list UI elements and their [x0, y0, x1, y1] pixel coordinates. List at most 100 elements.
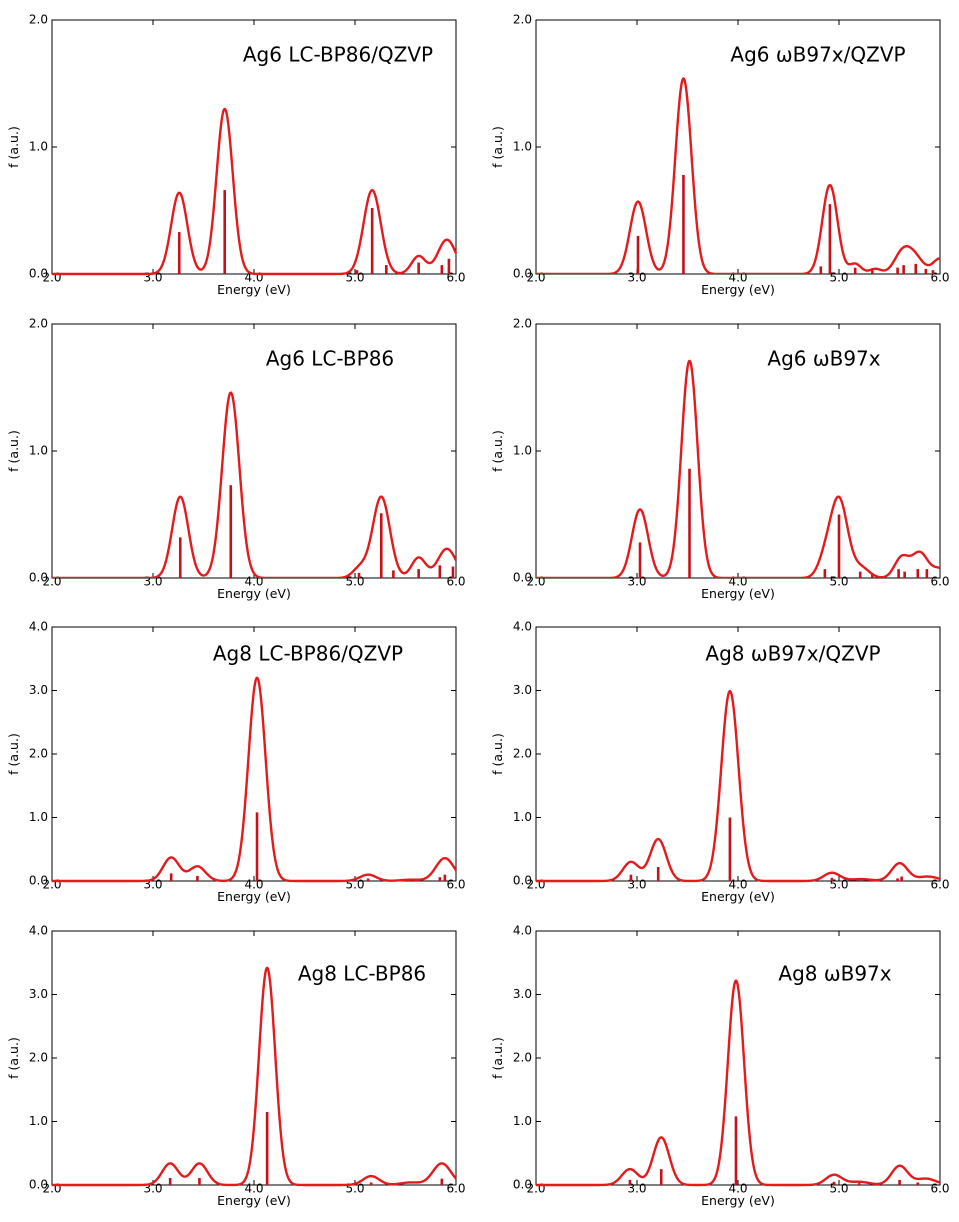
y-axis-label: f (a.u.): [6, 430, 21, 472]
y-axis-label: f (a.u.): [6, 733, 21, 775]
x-tick-label: 5.0: [345, 271, 364, 285]
y-tick-label: 0.0: [513, 267, 532, 281]
y-tick-label: 0.0: [29, 874, 48, 888]
x-axis-label: Energy (eV): [217, 586, 291, 601]
panel-title: Ag6 LC-BP86: [266, 347, 394, 371]
panel-title: Ag6 ωB97x/QZVP: [730, 43, 905, 67]
stick-group: [178, 485, 455, 578]
y-tick-label: 3.0: [513, 987, 532, 1001]
y-tick-label: 2.0: [29, 13, 48, 27]
x-axis-label: Energy (eV): [217, 889, 291, 904]
x-tick-label: 3.0: [627, 575, 646, 589]
y-tick-label: 0.0: [29, 1178, 48, 1192]
y-tick-label: 3.0: [29, 683, 48, 697]
y-tick-label: 2.0: [513, 747, 532, 761]
stick-group: [636, 174, 935, 274]
y-tick-label: 4.0: [29, 924, 48, 938]
x-tick-label: 4.0: [244, 878, 263, 892]
y-tick-label: 0.0: [29, 571, 48, 585]
y-tick-label: 1.0: [513, 444, 532, 458]
x-tick-label: 4.0: [728, 1182, 747, 1196]
y-tick-label: 0.0: [513, 874, 532, 888]
stick-group: [177, 190, 451, 274]
y-tick-label: 0.0: [513, 571, 532, 585]
x-tick-label: 6.0: [446, 878, 465, 892]
y-axis-label: f (a.u.): [490, 733, 505, 775]
y-tick-label: 2.0: [29, 317, 48, 331]
x-tick-label: 5.0: [829, 271, 848, 285]
x-tick-label: 6.0: [446, 575, 465, 589]
x-axis-label: Energy (eV): [701, 1193, 775, 1208]
panel-title: Ag8 LC-BP86: [298, 962, 426, 986]
y-tick-label: 1.0: [513, 1114, 532, 1128]
x-tick-label: 4.0: [728, 878, 747, 892]
spectrum-curve: [536, 77, 940, 274]
x-tick-label: 3.0: [627, 271, 646, 285]
spectrum-curve: [535, 689, 941, 883]
spectrum-curve: [52, 391, 456, 578]
x-axis-label: Energy (eV): [701, 889, 775, 904]
stick-group: [629, 817, 903, 881]
x-axis-label: Energy (eV): [217, 282, 291, 297]
stick-group: [168, 1111, 444, 1185]
y-tick-label: 0.0: [513, 1178, 532, 1192]
y-tick-label: 0.0: [29, 267, 48, 281]
y-tick-label: 1.0: [513, 810, 532, 824]
panel-title: Ag8 ωB97x: [778, 962, 891, 986]
y-tick-label: 4.0: [29, 620, 48, 634]
y-axis-label: f (a.u.): [490, 430, 505, 472]
y-axis-label: f (a.u.): [490, 1037, 505, 1079]
spectrum-curve: [51, 966, 457, 1187]
x-tick-label: 6.0: [930, 1182, 949, 1196]
panel-title: Ag6 ωB97x: [767, 347, 880, 371]
x-axis-label: Energy (eV): [701, 586, 775, 601]
x-tick-label: 6.0: [446, 1182, 465, 1196]
y-tick-label: 4.0: [513, 620, 532, 634]
y-axis-label: f (a.u.): [6, 1037, 21, 1079]
y-axis-label: f (a.u.): [490, 126, 505, 168]
y-tick-label: 1.0: [29, 1114, 48, 1128]
y-tick-label: 1.0: [29, 810, 48, 824]
x-tick-label: 6.0: [930, 878, 949, 892]
y-tick-label: 3.0: [29, 987, 48, 1001]
x-tick-label: 4.0: [244, 1182, 263, 1196]
stick-group: [638, 468, 929, 578]
y-tick-label: 3.0: [513, 683, 532, 697]
spectrum-curve: [51, 676, 457, 883]
stick-group: [169, 812, 447, 881]
y-tick-label: 2.0: [513, 1051, 532, 1065]
x-axis-label: Energy (eV): [701, 282, 775, 297]
panel-title: Ag8 LC-BP86/QZVP: [213, 642, 403, 666]
panel-title: Ag8 ωB97x/QZVP: [705, 642, 880, 666]
y-tick-label: 1.0: [513, 140, 532, 154]
stick-group: [628, 1116, 920, 1185]
y-tick-label: 1.0: [29, 140, 48, 154]
x-tick-label: 5.0: [829, 1182, 848, 1196]
axes-frame: [51, 323, 457, 579]
y-tick-label: 4.0: [513, 924, 532, 938]
y-tick-label: 2.0: [513, 317, 532, 331]
y-tick-label: 1.0: [29, 444, 48, 458]
x-axis-label: Energy (eV): [217, 1193, 291, 1208]
spectrum-curve: [536, 359, 940, 578]
x-tick-label: 3.0: [627, 1182, 646, 1196]
y-tick-label: 2.0: [29, 747, 48, 761]
x-tick-label: 6.0: [930, 575, 949, 589]
spectrum-curve: [535, 979, 941, 1187]
y-axis-label: f (a.u.): [6, 126, 21, 168]
y-tick-label: 2.0: [513, 13, 532, 27]
x-tick-label: 5.0: [829, 575, 848, 589]
x-tick-label: 5.0: [829, 878, 848, 892]
panel-title: Ag6 LC-BP86/QZVP: [243, 43, 433, 67]
y-tick-label: 2.0: [29, 1051, 48, 1065]
spectrum-curve: [51, 107, 458, 276]
